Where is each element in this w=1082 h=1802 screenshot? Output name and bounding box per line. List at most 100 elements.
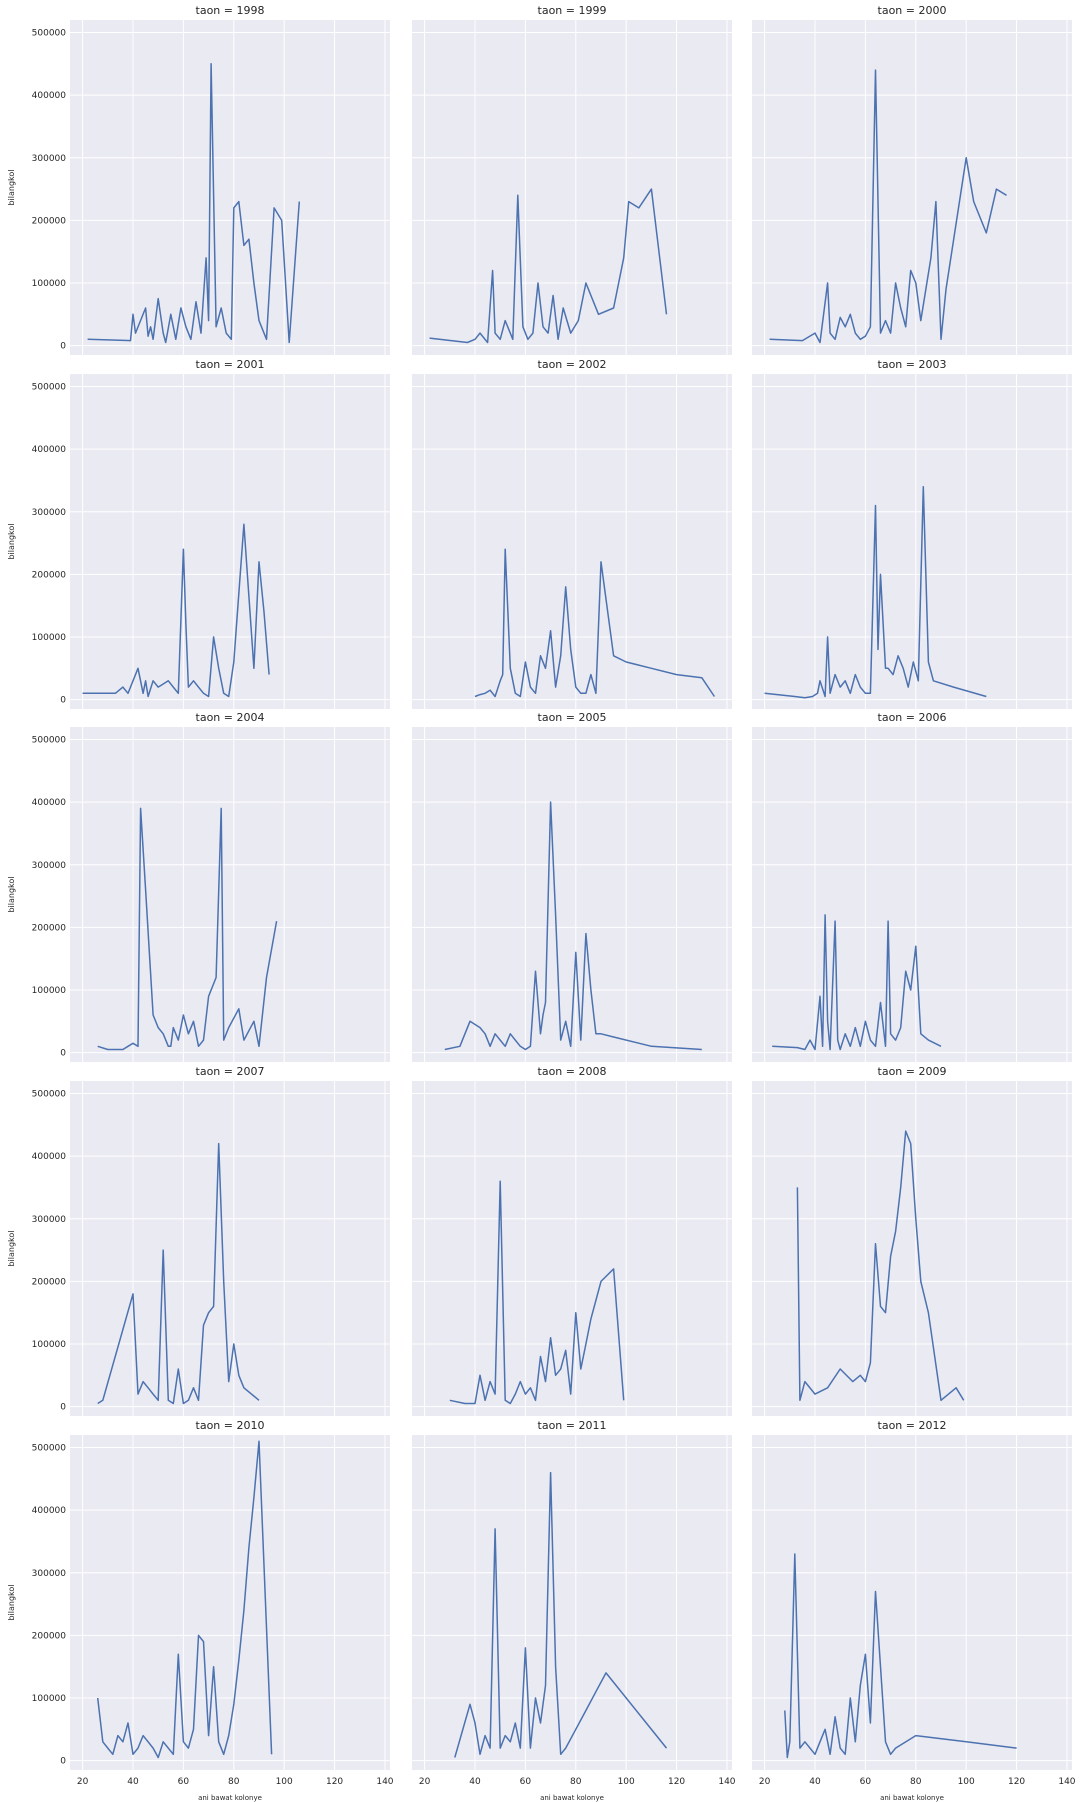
- facet-title: taon = 2009: [878, 1065, 947, 1078]
- x-tick-label: 40: [809, 1777, 821, 1787]
- y-tick-label: 500000: [32, 1444, 67, 1454]
- y-tick-label: 0: [60, 696, 66, 706]
- series-line: [474, 548, 716, 698]
- plot-background: [752, 374, 1072, 709]
- facet-title: taon = 1998: [196, 4, 265, 17]
- facet-panel: taon = 2004 0 100000 200000 300000 400000 5000…: [7, 711, 390, 1062]
- series-line: [97, 1142, 260, 1405]
- series-line: [97, 807, 278, 1051]
- facet-panel: taon = 2003: [752, 358, 1072, 709]
- facet-panel: taon = 2000: [752, 4, 1072, 355]
- y-tick-label: 100000: [32, 279, 67, 289]
- facet-panel: taon = 2007 0 100000 200000 300000 400000 5000…: [7, 1065, 390, 1416]
- facet-title: taon = 1999: [538, 4, 607, 17]
- y-tick-label: 100000: [32, 986, 67, 996]
- facet-title: taon = 2001: [196, 358, 265, 371]
- facet-title: taon = 2011: [538, 1419, 607, 1432]
- plot-background: [412, 20, 732, 355]
- facet-title: taon = 2004: [196, 711, 265, 724]
- plot-background: [70, 727, 390, 1062]
- x-tick-label: 80: [570, 1777, 582, 1787]
- facet-panel: taon = 1998 0 100000 200000 300000 400000 5000…: [7, 4, 390, 355]
- series-line: [87, 63, 301, 344]
- x-tick-label: 20: [77, 1777, 89, 1787]
- y-tick-label: 200000: [32, 923, 67, 933]
- y-tick-label: 400000: [32, 445, 67, 455]
- y-tick-label: 300000: [32, 154, 67, 164]
- series-line: [784, 1553, 1017, 1759]
- series-line: [96, 1440, 273, 1759]
- y-tick-label: 300000: [32, 508, 67, 518]
- facet-panel: taon = 2001 0 100000 200000 300000 400000 5000…: [7, 358, 390, 709]
- plot-background: [412, 374, 732, 709]
- y-tick-label: 200000: [32, 570, 67, 580]
- facet-panel: taon = 2002: [412, 358, 732, 709]
- x-tick-label: 80: [910, 1777, 922, 1787]
- y-tick-label: 0: [60, 1403, 66, 1413]
- y-tick-label: 0: [60, 1757, 66, 1767]
- x-axis-label: ani bawat kolonye: [880, 1794, 944, 1802]
- y-tick-label: 500000: [32, 1090, 67, 1100]
- x-tick-label: 60: [860, 1777, 872, 1787]
- y-axis-label: bilangkol: [7, 1584, 16, 1620]
- y-tick-label: 400000: [32, 91, 67, 101]
- facet-panel: taon = 2006: [752, 711, 1072, 1062]
- y-tick-label: 0: [60, 1049, 66, 1059]
- y-tick-label: 500000: [32, 383, 67, 393]
- y-tick-label: 500000: [32, 29, 67, 39]
- series-line: [769, 69, 1007, 344]
- plot-background: [752, 1081, 1072, 1416]
- series-line: [429, 188, 668, 344]
- plot-background: [412, 1081, 732, 1416]
- facet-title: taon = 2007: [196, 1065, 265, 1078]
- y-tick-label: 200000: [32, 1277, 67, 1287]
- y-tick-label: 500000: [32, 736, 67, 746]
- facet-title: taon = 2002: [538, 358, 607, 371]
- plot-background: [70, 1081, 390, 1416]
- facet-title: taon = 2006: [878, 711, 947, 724]
- y-tick-label: 200000: [32, 1631, 67, 1641]
- plot-background: [70, 374, 390, 709]
- series-line: [764, 485, 987, 699]
- x-axis-label: ani bawat kolonye: [198, 1794, 262, 1802]
- series-line: [796, 1130, 965, 1402]
- y-axis-label: bilangkol: [7, 1230, 16, 1266]
- facet-title: taon = 2012: [878, 1419, 947, 1432]
- facet-panel: taon = 2010 0 100000 200000 300000 400000 5000…: [7, 1419, 394, 1802]
- x-tick-label: 60: [178, 1777, 190, 1787]
- facet-title: taon = 2003: [878, 358, 947, 371]
- series-line: [82, 523, 270, 698]
- y-tick-label: 100000: [32, 1694, 67, 1704]
- x-tick-label: 120: [1008, 1777, 1025, 1787]
- y-tick-label: 400000: [32, 1506, 67, 1516]
- facet-panel: taon = 2012 20 40 60 80 100 120 140 ani bawat ko…: [752, 1419, 1076, 1802]
- y-tick-label: 0: [60, 342, 66, 352]
- facet-title: taon = 2005: [538, 711, 607, 724]
- x-tick-label: 20: [759, 1777, 771, 1787]
- facet-panel: taon = 2011 20 40 60 80 100 120 140 ani bawat ko…: [412, 1419, 736, 1802]
- facet-panel: taon = 2009: [752, 1065, 1072, 1416]
- x-tick-label: 120: [668, 1777, 685, 1787]
- facet-title: taon = 2008: [538, 1065, 607, 1078]
- plot-background: [412, 727, 732, 1062]
- plot-background: [752, 20, 1072, 355]
- facet-panel: taon = 2005: [412, 711, 732, 1062]
- x-tick-label: 140: [376, 1777, 393, 1787]
- facet-title: taon = 2000: [878, 4, 947, 17]
- y-tick-label: 400000: [32, 1152, 67, 1162]
- series-line: [454, 1471, 668, 1758]
- series-line: [449, 1180, 625, 1405]
- x-tick-label: 60: [520, 1777, 532, 1787]
- x-tick-label: 40: [469, 1777, 481, 1787]
- series-line: [444, 801, 702, 1051]
- y-tick-label: 400000: [32, 798, 67, 808]
- plot-background: [412, 1435, 732, 1770]
- y-axis-label: bilangkol: [7, 876, 16, 912]
- x-tick-label: 100: [276, 1777, 293, 1787]
- y-tick-label: 300000: [32, 1569, 67, 1579]
- y-axis-label: bilangkol: [7, 169, 16, 205]
- facet-title: taon = 2010: [196, 1419, 265, 1432]
- x-tick-label: 140: [718, 1777, 735, 1787]
- x-tick-label: 80: [228, 1777, 240, 1787]
